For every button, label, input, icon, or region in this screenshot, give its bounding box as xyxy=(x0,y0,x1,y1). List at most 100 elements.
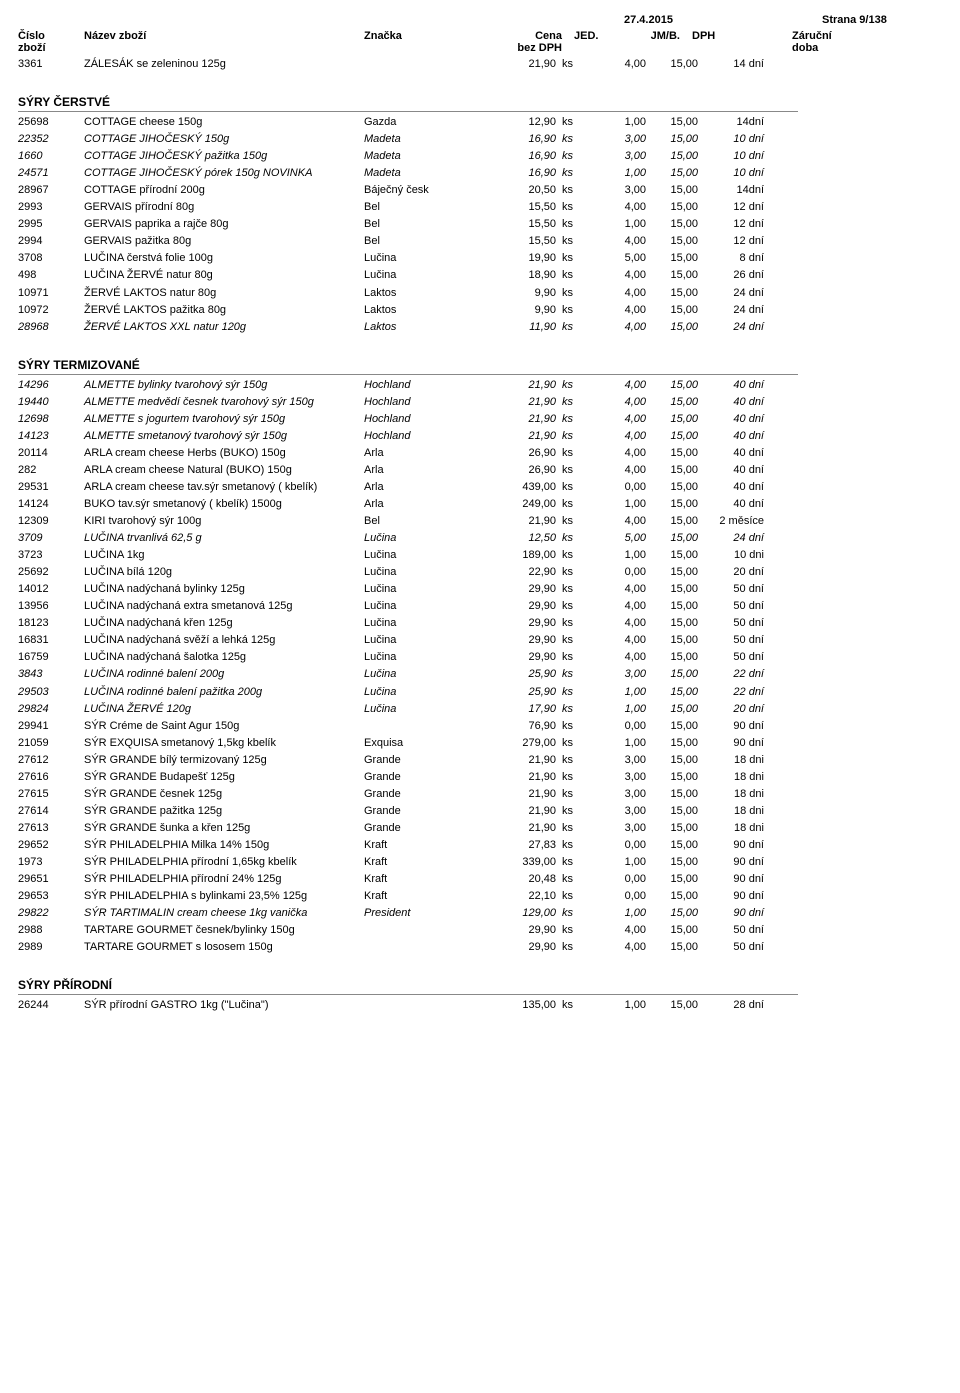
cell-jed: ks xyxy=(556,820,586,837)
cell-nazev: TARTARE GOURMET s lososem 150g xyxy=(84,939,364,956)
table-row: 2988TARTARE GOURMET česnek/bylinky 150g2… xyxy=(18,922,942,939)
cell-jed: ks xyxy=(556,837,586,854)
cell-jed: ks xyxy=(556,735,586,752)
cell-znacka: Lučina xyxy=(364,530,494,547)
cell-cena: 17,90 xyxy=(494,701,556,718)
cell-znacka xyxy=(364,939,494,956)
cell-cislo: 14124 xyxy=(18,496,84,513)
cell-nazev: LUČINA bílá 120g xyxy=(84,564,364,581)
cell-cislo: 14012 xyxy=(18,581,84,598)
cell-cena: 439,00 xyxy=(494,479,556,496)
cell-doba: 18 dni xyxy=(698,786,768,803)
cell-znacka: Grande xyxy=(364,752,494,769)
cell-znacka: Lučina xyxy=(364,581,494,598)
cell-jmb: 4,00 xyxy=(586,615,646,632)
cell-cena: 12,90 xyxy=(494,114,556,131)
table-row: 27616SÝR GRANDE Budapešť 125gGrande21,90… xyxy=(18,769,942,786)
cell-cislo: 282 xyxy=(18,462,84,479)
cell-jed: ks xyxy=(556,250,586,267)
cell-cena: 15,50 xyxy=(494,216,556,233)
cell-cena: 21,90 xyxy=(494,752,556,769)
hdr-bezdph: bez DPH xyxy=(494,42,566,54)
hdr-doba: doba xyxy=(792,42,912,54)
cell-jed: ks xyxy=(556,165,586,182)
table-row: 29531ARLA cream cheese tav.sýr smetanový… xyxy=(18,479,942,496)
table-row: 27615SÝR GRANDE česnek 125gGrande21,90ks… xyxy=(18,786,942,803)
cell-doba: 40 dní xyxy=(698,479,768,496)
cell-jmb: 4,00 xyxy=(586,428,646,445)
cell-nazev: SÝR PHILADELPHIA přírodní 24% 125g xyxy=(84,871,364,888)
cell-dph: 15,00 xyxy=(646,666,698,683)
cell-cena: 135,00 xyxy=(494,997,556,1014)
cell-cislo: 29651 xyxy=(18,871,84,888)
cell-doba: 90 dní xyxy=(698,837,768,854)
cell-jmb: 3,00 xyxy=(586,148,646,165)
cell-cislo: 3723 xyxy=(18,547,84,564)
cell-doba: 2 měsíce xyxy=(698,513,768,530)
cell-doba: 90 dní xyxy=(698,888,768,905)
cell-doba: 14 dní xyxy=(698,56,768,73)
cell-dph: 15,00 xyxy=(646,598,698,615)
table-row: 3709LUČINA trvanlivá 62,5 gLučina12,50ks… xyxy=(18,530,942,547)
cell-nazev: ŽERVÉ LAKTOS pažitka 80g xyxy=(84,302,364,319)
cell-jmb: 4,00 xyxy=(586,411,646,428)
cell-jed: ks xyxy=(556,377,586,394)
cell-nazev: ŽERVÉ LAKTOS XXL natur 120g xyxy=(84,319,364,336)
cell-jmb: 4,00 xyxy=(586,598,646,615)
cell-jmb: 0,00 xyxy=(586,564,646,581)
cell-jed: ks xyxy=(556,462,586,479)
table-row: 18123LUČINA nadýchaná křen 125gLučina29,… xyxy=(18,615,942,632)
cell-cislo: 2989 xyxy=(18,939,84,956)
cell-nazev: TARTARE GOURMET česnek/bylinky 150g xyxy=(84,922,364,939)
cell-cena: 15,50 xyxy=(494,233,556,250)
cell-dph: 15,00 xyxy=(646,939,698,956)
cell-doba: 90 dní xyxy=(698,871,768,888)
cell-doba: 40 dní xyxy=(698,496,768,513)
cell-jmb: 3,00 xyxy=(586,803,646,820)
cell-znacka: Hochland xyxy=(364,428,494,445)
cell-jmb: 1,00 xyxy=(586,997,646,1014)
cell-nazev: COTTAGE JIHOČESKÝ pažitka 150g xyxy=(84,148,364,165)
cell-znacka: Grande xyxy=(364,820,494,837)
cell-dph: 15,00 xyxy=(646,837,698,854)
cell-cislo: 27616 xyxy=(18,769,84,786)
cell-jed: ks xyxy=(556,285,586,302)
cell-jmb: 5,00 xyxy=(586,530,646,547)
cell-nazev: LUČINA rodinné balení 200g xyxy=(84,666,364,683)
table-row: 28968ŽERVÉ LAKTOS XXL natur 120gLaktos11… xyxy=(18,319,942,336)
table-row: 14123ALMETTE smetanový tvarohový sýr 150… xyxy=(18,428,942,445)
cell-cislo: 10972 xyxy=(18,302,84,319)
table-row: 498LUČINA ŽERVÉ natur 80gLučina18,90ks4,… xyxy=(18,267,942,284)
cell-nazev: LUČINA nadýchaná šalotka 125g xyxy=(84,649,364,666)
cell-dph: 15,00 xyxy=(646,479,698,496)
table-row: 2993GERVAIS přírodní 80gBel15,50ks4,0015… xyxy=(18,199,942,216)
cell-znacka xyxy=(364,997,494,1014)
cell-dph: 15,00 xyxy=(646,182,698,199)
cell-nazev: LUČINA nadýchaná extra smetanová 125g xyxy=(84,598,364,615)
cell-dph: 15,00 xyxy=(646,216,698,233)
cell-jed: ks xyxy=(556,666,586,683)
cell-jmb: 4,00 xyxy=(586,632,646,649)
cell-jmb: 3,00 xyxy=(586,786,646,803)
cell-dph: 15,00 xyxy=(646,632,698,649)
cell-cena: 21,90 xyxy=(494,377,556,394)
cell-nazev: GERVAIS přírodní 80g xyxy=(84,199,364,216)
hdr-zbozi: zboží xyxy=(18,42,84,54)
cell-cena: 26,90 xyxy=(494,445,556,462)
cell-cena: 15,50 xyxy=(494,199,556,216)
cell-dph: 15,00 xyxy=(646,735,698,752)
table-row: 20114ARLA cream cheese Herbs (BUKO) 150g… xyxy=(18,445,942,462)
cell-doba: 24 dní xyxy=(698,302,768,319)
cell-znacka: Madeta xyxy=(364,165,494,182)
cell-jmb: 3,00 xyxy=(586,820,646,837)
cell-dph: 15,00 xyxy=(646,56,698,73)
cell-nazev: ARLA cream cheese tav.sýr smetanový ( kb… xyxy=(84,479,364,496)
cell-doba: 12 dní xyxy=(698,199,768,216)
cell-jmb: 4,00 xyxy=(586,394,646,411)
cell-dph: 15,00 xyxy=(646,997,698,1014)
cell-cislo: 2988 xyxy=(18,922,84,939)
cell-dph: 15,00 xyxy=(646,820,698,837)
cell-jed: ks xyxy=(556,564,586,581)
cell-jmb: 0,00 xyxy=(586,888,646,905)
cell-cena: 11,90 xyxy=(494,319,556,336)
